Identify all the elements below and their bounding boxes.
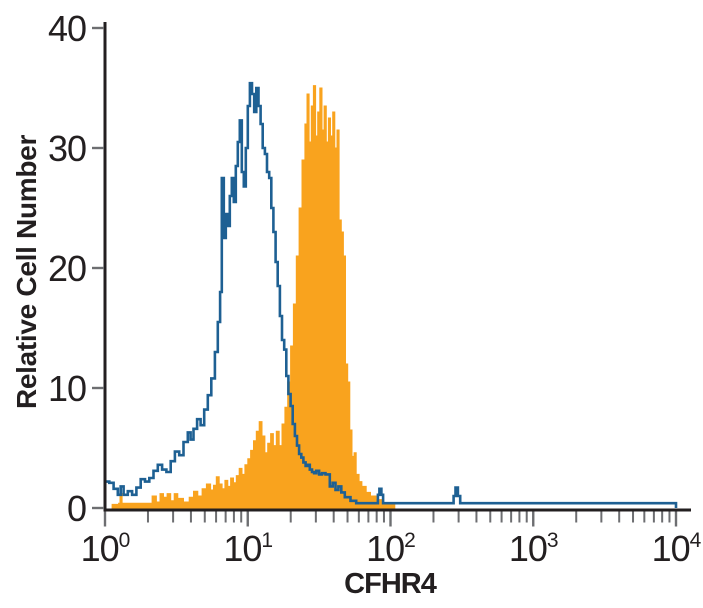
x-tick-label: 103 — [509, 528, 558, 569]
axis-layer — [103, 22, 691, 512]
x-axis-title: CFHR4 — [344, 568, 437, 600]
y-axis-title: Relative Cell Number — [11, 135, 42, 409]
x-tick-label: 104 — [652, 528, 702, 569]
y-tick-label: 30 — [48, 128, 86, 169]
series-layer — [103, 81, 678, 509]
tick-label-layer: 0 10 20 30 40 100 101 102 103 104 — [48, 8, 703, 569]
y-tick-label: 20 — [48, 248, 86, 289]
open-blue-histogram — [103, 81, 678, 508]
y-tick-label: 0 — [67, 488, 86, 529]
y-tick-label: 40 — [48, 8, 86, 49]
y-tick-label: 10 — [48, 368, 86, 409]
filled-orange-histogram — [111, 85, 396, 509]
x-tick-label: 101 — [223, 528, 272, 569]
x-tick-label: 102 — [366, 528, 415, 569]
tick-layer — [92, 26, 678, 527]
x-tick-label: 100 — [81, 528, 130, 569]
